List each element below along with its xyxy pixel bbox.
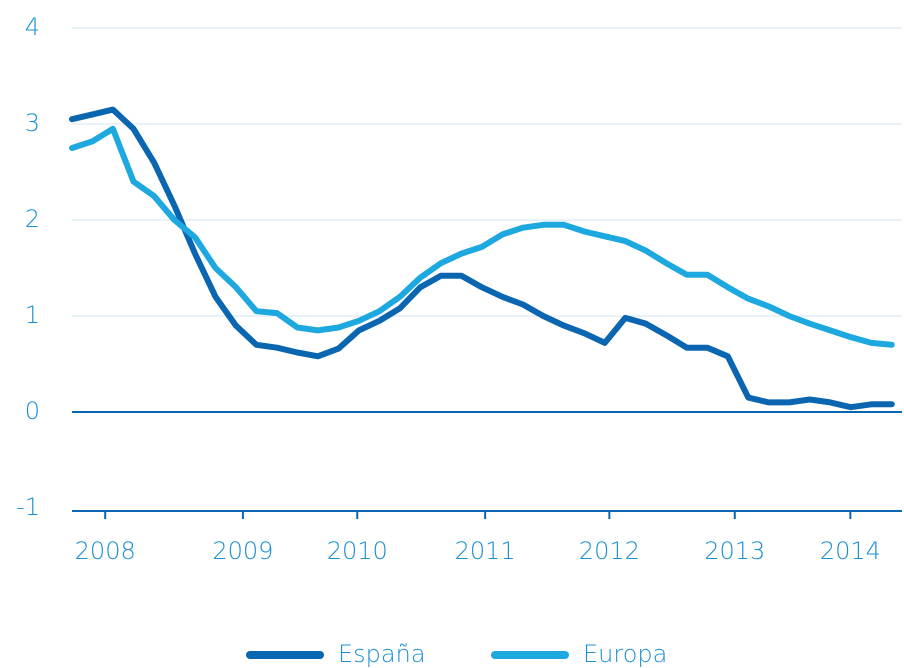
- x-tick-label: 2010: [327, 537, 388, 565]
- y-tick-label: 0: [25, 397, 40, 425]
- x-tick-label: 2009: [212, 537, 273, 565]
- series-line: [69, 106, 895, 411]
- y-tick-label: 2: [25, 205, 40, 233]
- y-tick-label: -1: [16, 493, 40, 521]
- legend-label: Europa: [583, 640, 667, 668]
- x-tick-label: 2013: [704, 537, 765, 565]
- y-tick-label: 3: [25, 109, 40, 137]
- x-tick-label: 2008: [75, 537, 136, 565]
- y-tick-label: 4: [25, 13, 40, 41]
- legend-label: España: [338, 640, 426, 668]
- series-line: [69, 125, 895, 348]
- x-tick-label: 2011: [455, 537, 516, 565]
- y-tick-label: 1: [25, 301, 40, 329]
- x-tick-label: 2012: [579, 537, 640, 565]
- x-tick-label: 2014: [820, 537, 881, 565]
